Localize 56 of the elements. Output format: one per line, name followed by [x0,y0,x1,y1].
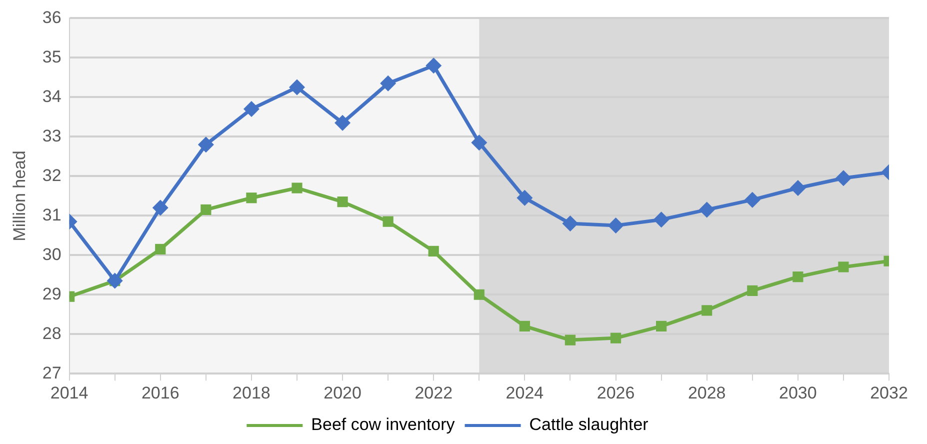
point [516,190,533,206]
y-axis-title: Million head [10,150,29,242]
x-tick-label: 2028 [688,383,726,402]
y-tick-label: 35 [42,47,62,66]
point [474,289,484,300]
point [382,216,394,227]
point [155,244,166,255]
y-tick-label: 29 [42,284,62,304]
legend-label: Cattle slaughter [529,415,649,434]
point [702,305,712,316]
point [519,320,530,332]
point [471,134,488,151]
point [744,192,760,208]
y-tick-label: 36 [42,8,62,27]
point [246,192,257,204]
point [337,196,348,208]
point [198,136,214,153]
x-tick-label: 2024 [506,383,544,402]
x-tick-label: 2026 [596,383,635,402]
point [564,334,576,346]
x-tick-label: 2032 [870,383,908,402]
y-tick-label: 30 [42,244,62,264]
point [380,75,396,92]
point [653,212,670,228]
y-tick-label: 32 [42,166,62,185]
point [152,200,168,216]
point [562,216,578,232]
y-tick-label: 33 [42,126,62,146]
y-tick-label: 27 [42,363,62,382]
point [243,101,260,118]
point [790,180,806,196]
point [747,285,758,296]
point [292,182,302,194]
x-tick-label: 2016 [141,383,180,402]
point [698,202,715,218]
point [835,170,852,186]
y-tick-label: 28 [42,324,62,343]
point [656,320,667,332]
point [608,218,624,234]
point [289,79,305,96]
x-tick-label: 2014 [50,383,88,402]
point [334,114,351,131]
point [838,262,849,272]
x-tick-label: 2020 [324,383,362,402]
point [106,272,123,289]
y-tick-label: 34 [42,86,62,106]
point [428,246,439,256]
point [200,204,212,216]
point [610,332,622,344]
point [792,272,804,282]
legend-label: Beef cow inventory [311,415,456,434]
x-tick-label: 2022 [414,383,453,402]
y-tick-label: 31 [42,205,62,224]
point [426,58,442,74]
x-tick-label: 2018 [232,383,270,402]
x-tick-label: 2030 [779,383,817,402]
